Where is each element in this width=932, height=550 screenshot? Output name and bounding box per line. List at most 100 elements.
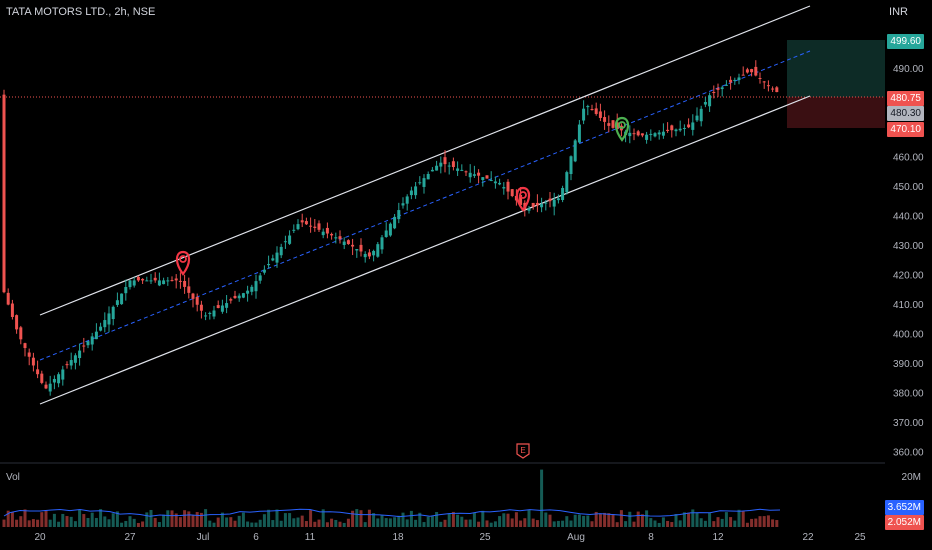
candle-body [258, 275, 262, 281]
time-axis-label: 18 [392, 532, 404, 543]
volume-bar [405, 519, 409, 527]
volume-bar [632, 521, 636, 527]
volume-bar [52, 513, 56, 527]
volume-bar [481, 510, 485, 527]
volume-bar [69, 516, 73, 527]
earnings-icon[interactable]: E [516, 443, 530, 459]
volume-bar [321, 509, 325, 527]
channel-lower-line [39, 95, 811, 405]
volume-bar [195, 512, 199, 527]
volume-bar [758, 516, 762, 527]
volume-bar [733, 520, 737, 527]
volume-bar [682, 512, 686, 527]
candle-body [115, 300, 119, 305]
candle-body [44, 384, 48, 389]
volume-bar [288, 513, 292, 527]
candle-body [737, 77, 741, 81]
candle-body [670, 125, 674, 131]
volume-bar [132, 518, 136, 527]
volume-bar [409, 510, 413, 527]
candle-body [73, 355, 77, 363]
candle-body [120, 293, 124, 305]
candle-body [729, 79, 733, 83]
volume-bar [594, 511, 598, 527]
candle-body [99, 326, 103, 331]
volume-bar [552, 521, 556, 527]
volume-bar [380, 515, 384, 527]
candle-body [309, 225, 313, 227]
volume-bar [745, 522, 749, 527]
volume-bar [283, 513, 287, 527]
volume-bar [27, 520, 31, 527]
candle-body [376, 244, 380, 257]
candle-body [300, 220, 304, 223]
candle-body [367, 252, 371, 257]
candle-body [31, 357, 35, 366]
volume-bar [355, 509, 359, 527]
candle-body [426, 174, 430, 180]
candle-body [61, 369, 65, 380]
candle-body [645, 134, 649, 140]
candle-body [233, 295, 237, 299]
time-axis-label: 6 [253, 532, 259, 543]
candle-body [237, 295, 241, 299]
candle-body [750, 69, 754, 73]
candle-body [2, 94, 6, 293]
volume-bar [447, 513, 451, 527]
candle-body [229, 299, 233, 301]
volume-bar [199, 512, 203, 527]
volume-bar [237, 515, 241, 527]
candle-body [342, 241, 346, 245]
volume-bar [174, 513, 178, 527]
volume-bar [464, 519, 468, 527]
candle-body [313, 226, 317, 228]
time-axis-label: 27 [124, 532, 136, 543]
volume-bar [338, 521, 342, 527]
candle-body [569, 156, 573, 175]
volume-bar [330, 518, 334, 527]
candle-body [334, 237, 338, 239]
volume-bar [61, 513, 65, 527]
candle-body [132, 280, 136, 286]
candle-body [556, 198, 560, 201]
volume-bar [275, 509, 279, 527]
candle-body [598, 111, 602, 118]
candle-body [653, 133, 657, 137]
volume-bar [384, 518, 388, 527]
price-axis-tick: 410.00 [893, 300, 924, 311]
candle-body [519, 194, 523, 205]
volume-bar [687, 512, 691, 527]
marker-pin-green-dot [618, 121, 626, 129]
prev-close-tag: 480.30 [887, 106, 924, 121]
candle-body [414, 186, 418, 196]
volume-bar [220, 512, 224, 527]
candle-body [283, 241, 287, 243]
volume-bar [372, 513, 376, 527]
candle-body [225, 303, 229, 308]
time-axis-label: Jul [197, 532, 210, 543]
volume-bar [187, 511, 191, 527]
volume-bar [78, 509, 82, 527]
candle-body [10, 303, 14, 317]
candle-body [594, 108, 598, 114]
volume-bar [590, 521, 594, 527]
volume-bar [674, 514, 678, 527]
candle-body [733, 79, 737, 81]
candle-body [762, 81, 766, 83]
volume-bar [720, 518, 724, 527]
volume-bar [166, 510, 170, 527]
candle-body [271, 258, 275, 261]
symbol-title: TATA MOTORS LTD., 2h, NSE [6, 6, 156, 18]
candle-body [544, 202, 548, 204]
price-axis-tick: 370.00 [893, 418, 924, 429]
candle-body [661, 131, 665, 136]
volume-bar [40, 512, 44, 527]
candle-body [443, 157, 447, 165]
volume-bar [603, 512, 607, 527]
volume-bar [304, 521, 308, 527]
time-axis-label: 8 [648, 532, 654, 543]
volume-bar [636, 511, 640, 527]
price-axis-tick: 440.00 [893, 212, 924, 223]
candle-body [40, 373, 44, 383]
